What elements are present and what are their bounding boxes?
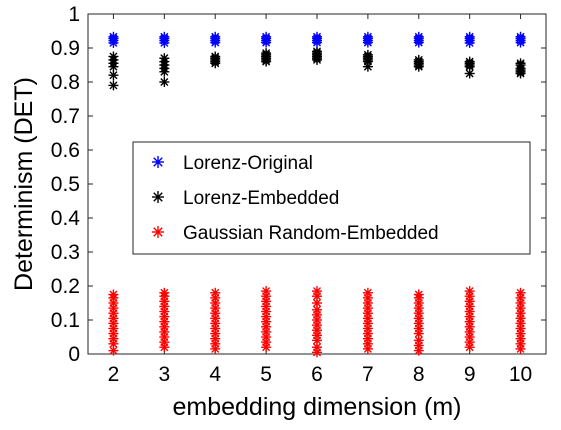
gaussian-random-embedded-point xyxy=(362,287,373,298)
legend-entry: Lorenz-Original xyxy=(152,153,313,174)
y-tick-label: 0.8 xyxy=(51,71,80,94)
lorenz-embedded-point xyxy=(159,77,170,87)
lorenz-embedded-point xyxy=(210,51,221,62)
y-tick-label: 0.9 xyxy=(51,37,80,60)
y-tick-label: 1 xyxy=(68,3,80,26)
legend-marker xyxy=(152,191,164,203)
lorenz-original-point xyxy=(362,31,373,42)
lorenz-embedded-point xyxy=(515,58,526,69)
legend-marker xyxy=(152,226,164,238)
lorenz-original-point xyxy=(413,31,424,42)
lorenz-embedded-point xyxy=(413,54,424,65)
x-tick-label: 9 xyxy=(464,363,476,386)
gaussian-random-embedded-point xyxy=(312,298,322,308)
y-tick-label: 0.5 xyxy=(51,173,80,196)
lorenz-embedded-point xyxy=(108,51,119,62)
gaussian-random-embedded-point xyxy=(261,286,272,297)
y-tick-label: 0.6 xyxy=(51,139,80,162)
legend: Lorenz-Original Lorenz-Embedded Gaussian R… xyxy=(132,141,531,255)
y-tick-label: 0.3 xyxy=(51,241,80,264)
y-tick-label: 0.7 xyxy=(51,105,80,128)
x-tick-label: 10 xyxy=(509,363,532,386)
gaussian-random-embedded-point xyxy=(312,330,322,341)
gaussian-random-embedded-point xyxy=(108,289,119,300)
legend-label: Lorenz-Original xyxy=(183,153,313,174)
x-tick-label: 7 xyxy=(362,363,374,386)
legend-entry: Gaussian Random-Embedded xyxy=(152,223,439,244)
x-tick-label: 3 xyxy=(158,363,170,386)
lorenz-original-point xyxy=(210,31,221,42)
y-tick-label: 0.2 xyxy=(51,275,80,298)
lorenz-original-point xyxy=(464,31,475,42)
lorenz-embedded-point xyxy=(464,56,475,67)
x-tick-label: 4 xyxy=(209,363,221,386)
lorenz-original-point xyxy=(108,31,119,42)
gaussian-random-embedded-point xyxy=(515,287,526,298)
legend-entry: Lorenz-Embedded xyxy=(152,188,339,209)
x-tick-label: 8 xyxy=(413,363,425,386)
gaussian-random-embedded-point xyxy=(413,289,424,300)
legend-entries: Lorenz-Original Lorenz-Embedded Gaussian R… xyxy=(152,153,439,244)
lorenz-embedded-point xyxy=(362,49,373,60)
y-axis: 0 0.1 0.2 0.3 0.4 0.5 0.6 0.7 0.8 0.9 1 xyxy=(51,3,546,366)
legend-box xyxy=(132,141,531,255)
lorenz-embedded-point xyxy=(261,48,272,59)
y-tick-label: 0 xyxy=(68,343,80,366)
lorenz-original-point xyxy=(312,31,322,42)
legend-label: Lorenz-Embedded xyxy=(183,188,339,209)
plot-area: 2 3 4 5 6 7 8 9 10 0 0.1 0.2 0.3 0.4 0.5 0.6 0.7 0.8 0.9 1 xyxy=(51,3,547,386)
x-axis-label: embedding dimension (m) xyxy=(172,393,461,421)
lorenz-embedded-point xyxy=(312,46,322,57)
y-tick-label: 0.1 xyxy=(51,309,80,332)
lorenz-embedded-point xyxy=(108,70,119,81)
gaussian-random-embedded-point xyxy=(159,287,170,298)
x-tick-label: 5 xyxy=(260,363,272,386)
gaussian-random-embedded-point xyxy=(312,286,322,297)
gaussian-random-embedded-point xyxy=(464,286,475,297)
lorenz-embedded-point xyxy=(159,53,170,64)
x-tick-label: 6 xyxy=(311,363,323,386)
lorenz-original-point xyxy=(515,31,526,42)
y-tick-label: 0.4 xyxy=(51,207,81,230)
lorenz-embedded-point xyxy=(108,80,119,91)
legend-label: Gaussian Random-Embedded xyxy=(183,223,439,244)
y-axis-label: Determinism (DET) xyxy=(10,77,38,291)
x-tick-label: 2 xyxy=(108,363,120,386)
legend-marker xyxy=(152,156,164,168)
lorenz-original-point xyxy=(261,31,272,42)
gaussian-random-embedded-point xyxy=(210,287,221,298)
data-points xyxy=(108,31,526,358)
lorenz-original-point xyxy=(159,31,170,42)
